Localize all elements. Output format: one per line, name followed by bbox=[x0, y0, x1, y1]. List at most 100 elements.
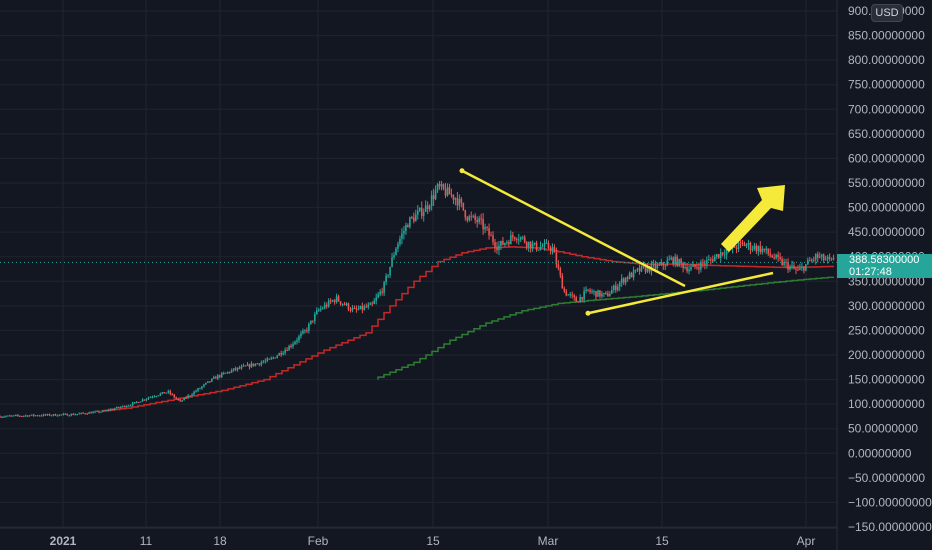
candle-body bbox=[531, 244, 534, 249]
candle-body bbox=[66, 413, 69, 416]
candle-body bbox=[11, 415, 13, 417]
candle-body bbox=[88, 412, 90, 414]
candle-body bbox=[60, 414, 63, 416]
candle-body bbox=[799, 267, 801, 270]
candle-body bbox=[86, 413, 88, 415]
candle-body bbox=[123, 405, 126, 407]
candle-body bbox=[658, 264, 661, 266]
candle-body bbox=[306, 330, 308, 332]
candle-body bbox=[28, 415, 31, 417]
candle-body bbox=[519, 237, 522, 240]
candle-body bbox=[337, 296, 340, 302]
candle-body bbox=[811, 259, 813, 261]
candle-body bbox=[274, 357, 277, 359]
currency-badge[interactable]: USD bbox=[871, 4, 903, 22]
candle-body bbox=[70, 414, 73, 416]
candle-body bbox=[795, 268, 797, 270]
candle-body bbox=[189, 395, 191, 397]
candle-body bbox=[721, 252, 724, 255]
candle-body bbox=[809, 260, 811, 262]
price-tick-label: 300.00000000 bbox=[848, 299, 925, 313]
candle-body bbox=[30, 414, 33, 416]
candle-body bbox=[642, 265, 645, 267]
candle-body bbox=[504, 243, 506, 245]
candle-body bbox=[777, 254, 779, 258]
candle-body bbox=[698, 267, 700, 270]
candle-body bbox=[34, 415, 37, 417]
candle-body bbox=[155, 396, 158, 398]
candle-body bbox=[209, 381, 211, 383]
candle-body bbox=[672, 257, 674, 265]
candle-body bbox=[541, 246, 544, 248]
candle-body bbox=[230, 370, 233, 373]
candle-body bbox=[567, 294, 570, 296]
candle-body bbox=[413, 217, 415, 222]
candle-body bbox=[201, 386, 203, 389]
candle-body bbox=[56, 415, 59, 417]
candle-body bbox=[116, 406, 118, 409]
candle-body bbox=[713, 256, 716, 262]
candle-body bbox=[54, 414, 57, 416]
candle-body bbox=[403, 231, 405, 234]
candle-body bbox=[256, 363, 259, 365]
candle-body bbox=[102, 410, 104, 412]
candle-body bbox=[555, 252, 558, 265]
candle-body bbox=[814, 254, 817, 260]
candle-body bbox=[440, 184, 443, 187]
candle-body bbox=[482, 218, 484, 230]
candle-body bbox=[664, 265, 667, 267]
candle-body bbox=[668, 259, 671, 261]
candle-body bbox=[260, 362, 263, 365]
candle-body bbox=[72, 414, 75, 416]
candle-body bbox=[197, 388, 199, 391]
candle-body bbox=[58, 414, 61, 416]
candle-body bbox=[163, 392, 166, 394]
candle-body bbox=[218, 375, 221, 377]
candle-body bbox=[127, 405, 130, 407]
candle-body bbox=[696, 266, 698, 268]
last-price-label: 388.58300000 01:27:48 bbox=[837, 254, 932, 278]
candle-body bbox=[710, 259, 712, 261]
candle-body bbox=[15, 415, 17, 417]
candle-body bbox=[715, 254, 718, 257]
candle-body bbox=[719, 252, 722, 258]
candle-body bbox=[571, 294, 574, 296]
candle-body bbox=[765, 248, 768, 251]
candle-body bbox=[585, 289, 587, 291]
candle-body bbox=[757, 245, 760, 252]
candle-body bbox=[430, 195, 433, 207]
candle-body bbox=[646, 266, 649, 272]
candle-body bbox=[238, 367, 241, 369]
candle-body bbox=[656, 265, 659, 269]
candle-body bbox=[773, 257, 775, 259]
candle-body bbox=[415, 214, 417, 222]
candle-body bbox=[523, 237, 526, 243]
candle-body bbox=[254, 363, 257, 366]
candle-body bbox=[652, 263, 655, 265]
candle-body bbox=[452, 194, 455, 200]
candle-body bbox=[181, 400, 183, 402]
candle-body bbox=[339, 301, 342, 304]
candle-body bbox=[395, 248, 397, 256]
candle-body bbox=[660, 262, 663, 265]
candle-body bbox=[68, 415, 71, 417]
candle-body bbox=[547, 242, 550, 248]
candle-body bbox=[185, 397, 187, 399]
drawing-annotations[interactable] bbox=[459, 168, 786, 316]
price-tick-label: 800.00000000 bbox=[848, 53, 925, 67]
price-tick-label: 150.00000000 bbox=[848, 373, 925, 387]
candle-body bbox=[549, 247, 552, 251]
candle-body bbox=[310, 320, 312, 324]
candle-body bbox=[213, 377, 215, 379]
candle-body bbox=[90, 412, 92, 414]
price-tick-label: 250.00000000 bbox=[848, 323, 925, 337]
candle-body bbox=[557, 264, 560, 269]
candle-body bbox=[179, 399, 181, 401]
candle-body bbox=[169, 390, 172, 394]
candle-body bbox=[442, 184, 445, 190]
candle-body bbox=[96, 411, 98, 413]
candle-body bbox=[331, 300, 334, 302]
candle-body bbox=[195, 390, 197, 392]
candle-body bbox=[781, 258, 783, 265]
